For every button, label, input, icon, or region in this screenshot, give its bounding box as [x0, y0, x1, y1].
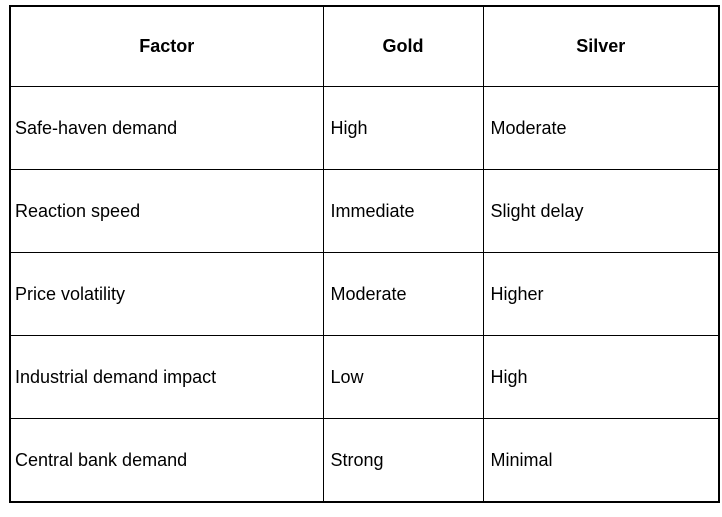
cell-factor: Safe-haven demand — [9, 86, 324, 170]
cell-factor: Central bank demand — [9, 418, 324, 503]
cell-factor: Price volatility — [9, 252, 324, 336]
gold-silver-comparison-table: Factor Gold Silver Safe-haven demand Hig… — [9, 5, 720, 503]
cell-factor: Industrial demand impact — [9, 335, 324, 419]
header-row: Factor Gold Silver — [9, 5, 720, 87]
cell-gold: Moderate — [322, 252, 484, 336]
cell-gold: Immediate — [322, 169, 484, 253]
cell-gold: High — [322, 86, 484, 170]
column-header-silver: Silver — [482, 5, 720, 87]
cell-factor: Reaction speed — [9, 169, 324, 253]
cell-gold: Strong — [322, 418, 484, 503]
table-row: Price volatility Moderate Higher — [9, 252, 720, 336]
column-header-factor: Factor — [9, 5, 324, 87]
column-header-gold: Gold — [322, 5, 484, 87]
cell-silver: Moderate — [482, 86, 720, 170]
cell-silver: High — [482, 335, 720, 419]
table-row: Central bank demand Strong Minimal — [9, 418, 720, 503]
cell-gold: Low — [322, 335, 484, 419]
cell-silver: Higher — [482, 252, 720, 336]
cell-silver: Slight delay — [482, 169, 720, 253]
comparison-table-container: Factor Gold Silver Safe-haven demand Hig… — [9, 5, 720, 503]
cell-silver: Minimal — [482, 418, 720, 503]
table-row: Industrial demand impact Low High — [9, 335, 720, 419]
table-row: Reaction speed Immediate Slight delay — [9, 169, 720, 253]
table-row: Safe-haven demand High Moderate — [9, 86, 720, 170]
